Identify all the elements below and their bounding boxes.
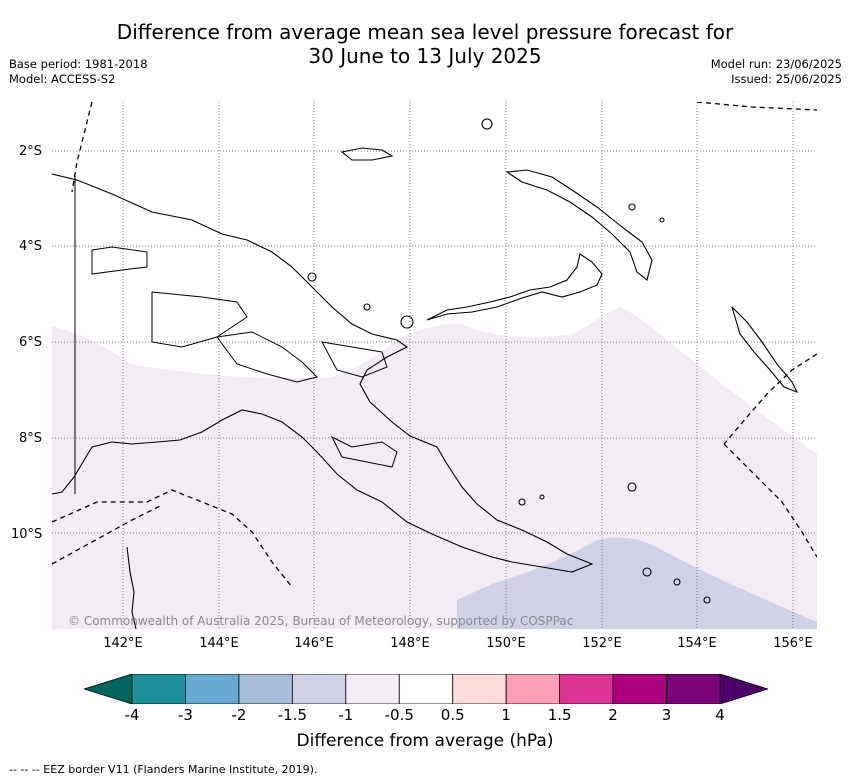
colorbar-tick-label: -4 (124, 706, 140, 724)
lat-label-6s: 6°S (19, 335, 43, 350)
lat-label-10s: 10°S (11, 527, 43, 542)
base-period: Base period: 1981-2018 (9, 57, 148, 71)
new-britain-coast (426, 253, 603, 321)
colorbar-tick-label: 3 (661, 706, 672, 724)
colorbar-bin (398, 674, 454, 704)
colorbar-tick-label: 4 (715, 706, 725, 724)
info-left: Base period: 1981-2018 Model: ACCESS-S2 (9, 57, 148, 87)
colorbar-bin (185, 674, 240, 704)
lon-label-142e: 142°E (103, 636, 143, 651)
colorbar-tick-label: 1.5 (547, 706, 572, 724)
colorbar-tick-label: -2 (231, 706, 247, 724)
model-name: Model: ACCESS-S2 (9, 72, 116, 86)
lon-label-144e: 144°E (199, 636, 239, 651)
colorbar-bin (291, 674, 347, 704)
copyright-notice: © Commonwealth of Australia 2025, Bureau… (68, 614, 574, 628)
lon-label-152e: 152°E (582, 636, 622, 651)
colorbar-tick-label: 1 (501, 706, 511, 724)
lon-label-146e: 146°E (294, 636, 334, 651)
model-run: Model run: 23/06/2025 (710, 57, 842, 71)
new-ireland-coast (505, 169, 653, 281)
colorbar-bin (666, 674, 721, 704)
colorbar (84, 674, 768, 704)
lat-label-8s: 8°S (19, 431, 43, 446)
colorbar-bin (238, 674, 293, 704)
lat-label-4s: 4°S (19, 239, 43, 254)
coastlines (52, 118, 799, 629)
new-guinea-coast (52, 173, 594, 573)
issued-date: Issued: 25/06/2025 (731, 72, 842, 86)
manus-coast (340, 147, 394, 161)
lon-label-148e: 148°E (390, 636, 430, 651)
map-title: Difference from average mean sea level p… (0, 20, 850, 68)
eez-legend-footer: -- -- -- EEZ border V11 (Flanders Marine… (9, 763, 318, 776)
colorbar-bin (505, 674, 561, 704)
colorbar-bin (559, 674, 614, 704)
lon-label-150e: 150°E (486, 636, 526, 651)
eez-borders (52, 102, 817, 588)
colorbar-tick-label: -1.5 (277, 706, 307, 724)
title-line-2: 30 June to 13 July 2025 (308, 44, 542, 68)
colorbar-tick-label: -0.5 (384, 706, 414, 724)
borders (74, 174, 398, 494)
colorbar-tick-label: 0.5 (440, 706, 465, 724)
bougainville-coast (731, 306, 799, 394)
title-line-1: Difference from average mean sea level p… (116, 20, 734, 44)
graticule (52, 102, 817, 629)
shading-minus-1.5-to-minus-1 (457, 537, 817, 629)
lon-label-156e: 156°E (773, 636, 813, 651)
colorbar-extend-low (84, 674, 133, 704)
colorbar-bin (452, 674, 507, 704)
info-right: Model run: 23/06/2025 Issued: 25/06/2025 (711, 57, 842, 87)
lat-label-2s: 2°S (19, 144, 43, 159)
colorbar-bin (612, 674, 667, 704)
map-panel (52, 102, 817, 629)
colorbar-tick-label: 2 (608, 706, 618, 724)
cape-york-coast (126, 546, 137, 629)
colorbar-tick-label: -3 (177, 706, 193, 724)
colorbar-title: Difference from average (hPa) (296, 731, 554, 751)
colorbar-bin (345, 674, 400, 704)
colorbar-bin (131, 674, 186, 704)
colorbar-tick-label: -1 (338, 706, 354, 724)
lon-label-154e: 154°E (677, 636, 717, 651)
colorbar-extend-high (719, 674, 768, 704)
map-svg (52, 102, 817, 629)
